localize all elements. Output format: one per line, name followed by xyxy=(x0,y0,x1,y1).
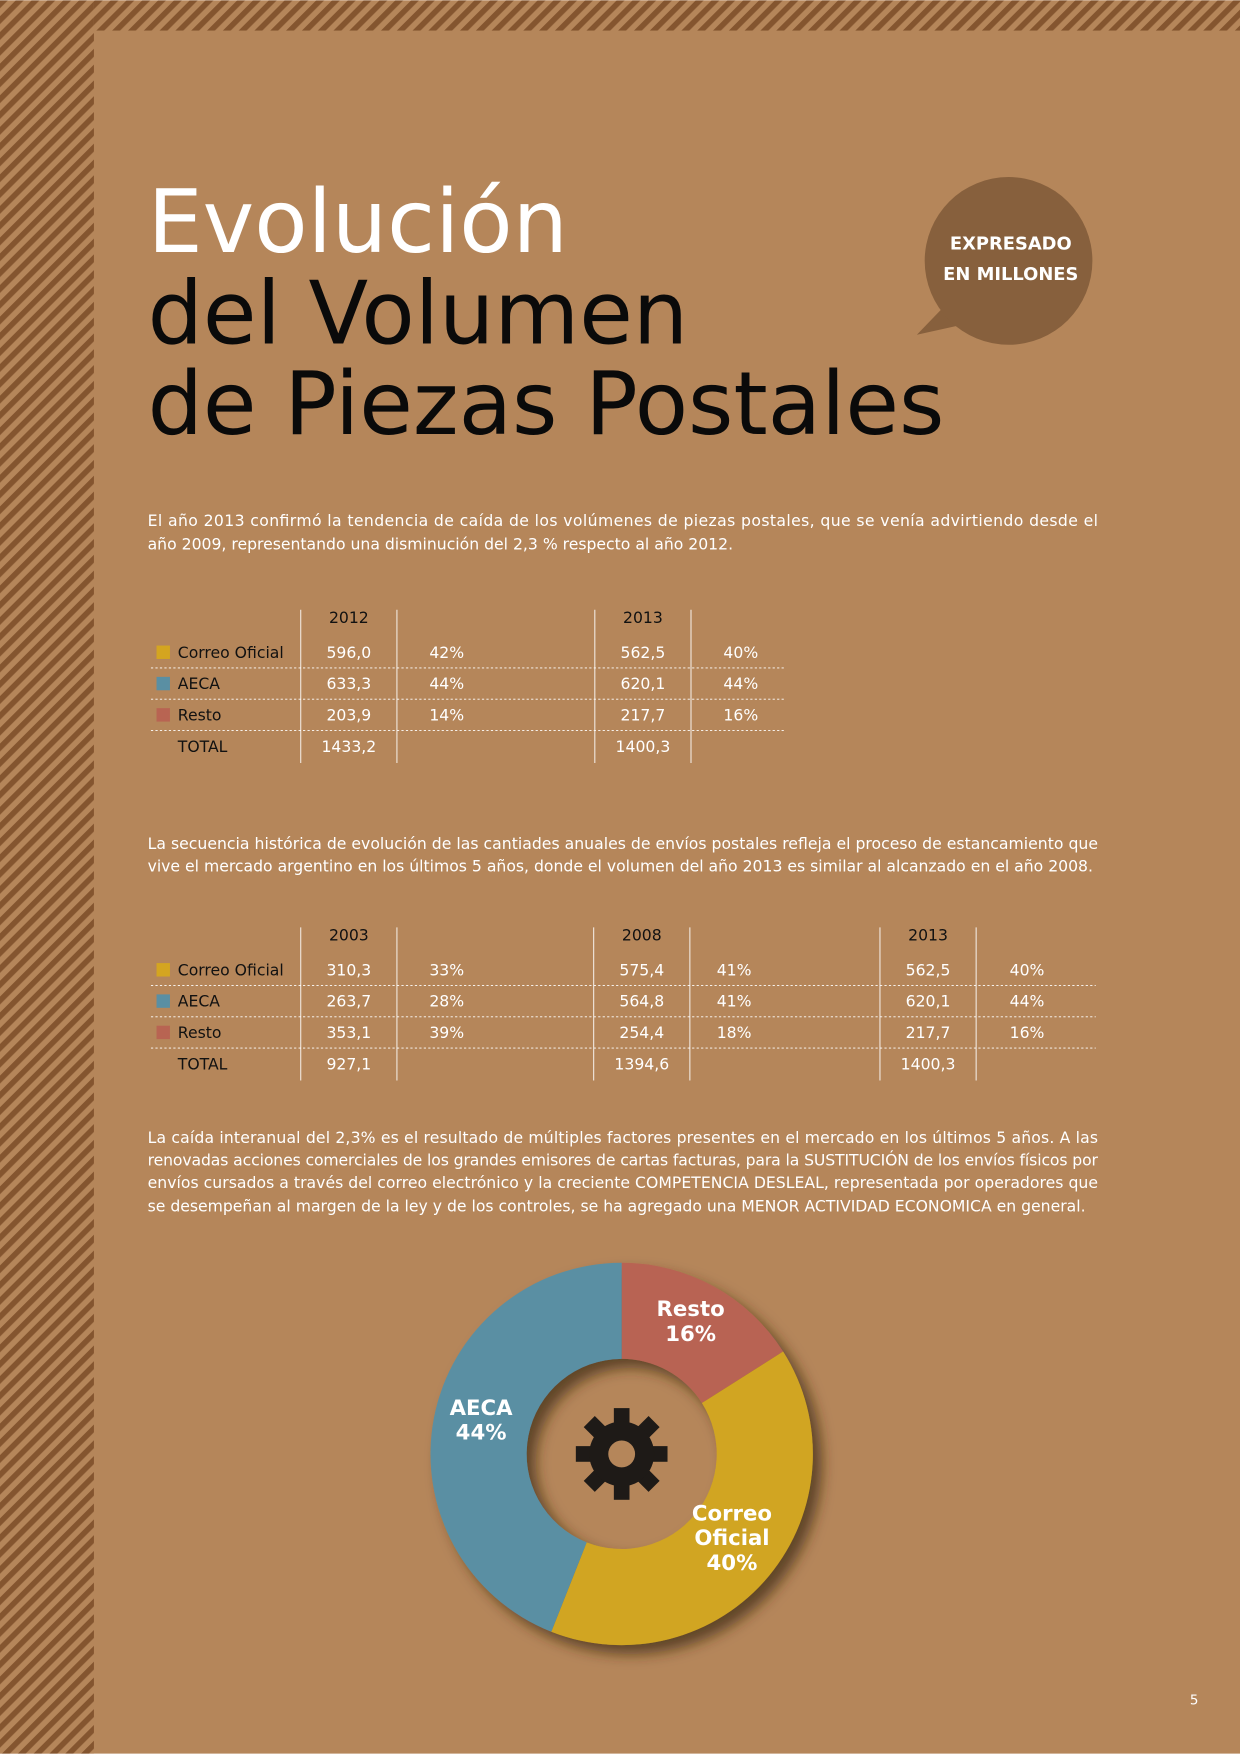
paragraph-line: se desempeñan al margen de la ley y de l… xyxy=(148,1196,1086,1215)
percent-cell: 18% xyxy=(717,1023,752,1042)
slice-value-label: 16% xyxy=(665,1322,716,1347)
donut-slice xyxy=(621,1262,784,1404)
slice-value-label: 44% xyxy=(456,1420,507,1445)
label-word: Oficial xyxy=(694,1526,769,1551)
gear-tooth xyxy=(649,1446,668,1462)
badge-text: EN MILLONES xyxy=(943,264,1078,285)
percent-cell: 16% xyxy=(1010,1023,1045,1042)
value-cell: 596,0 xyxy=(326,643,371,662)
title-line: Evolución xyxy=(148,171,568,273)
percent-cell: 28% xyxy=(429,992,464,1011)
paragraph-line: vive el mercado argentino en los últimos… xyxy=(148,856,1093,875)
total-label: TOTAL xyxy=(177,1054,228,1073)
legend-swatch xyxy=(156,708,170,722)
legend-swatch xyxy=(156,676,170,691)
row-label: Resto xyxy=(178,705,222,724)
value-cell: 562,5 xyxy=(906,960,951,979)
value-cell: 633,3 xyxy=(326,674,371,693)
percent-cell: 40% xyxy=(1010,960,1045,979)
title-line: de Piezas Postales xyxy=(148,353,945,455)
legend-swatch xyxy=(156,963,170,977)
legend-swatch xyxy=(156,645,170,659)
gear-tooth xyxy=(613,1481,630,1500)
percent-cell: 44% xyxy=(1010,992,1045,1011)
row-label: Correo Oficial xyxy=(178,960,284,979)
percent-cell: 39% xyxy=(429,1023,464,1042)
slice-label: AECA xyxy=(450,1396,514,1421)
percent-cell: 44% xyxy=(723,674,758,693)
percent-cell: 41% xyxy=(717,992,752,1011)
percent-cell: 16% xyxy=(723,705,758,724)
percent-cell: 33% xyxy=(429,960,464,979)
gear-tooth xyxy=(575,1446,594,1462)
badge-text: EXPRESADO xyxy=(950,234,1072,255)
value-cell: 564,8 xyxy=(619,992,664,1011)
row-label: AECA xyxy=(178,674,221,693)
slice-value-label: 40% xyxy=(707,1551,758,1576)
paragraph-line: La secuencia histórica de evolución de l… xyxy=(148,834,1098,853)
value-cell: 575,4 xyxy=(619,960,664,979)
value-cell: 620,1 xyxy=(621,674,666,693)
label-word: Correo xyxy=(692,1502,772,1527)
title-line: del Volumen xyxy=(148,263,689,365)
percent-cell: 44% xyxy=(429,674,464,693)
total-cell: 1400,3 xyxy=(616,737,671,756)
percent-cell: 14% xyxy=(429,705,464,724)
value-cell: 310,3 xyxy=(326,960,371,979)
slice-label: Correo Oficial xyxy=(692,1502,772,1552)
paragraph-line: envíos cursados a través del correo elec… xyxy=(148,1173,1098,1192)
slice-label: Resto xyxy=(657,1297,725,1322)
total-cell: 1400,3 xyxy=(901,1054,956,1073)
total-cell: 1433,2 xyxy=(321,737,376,756)
value-cell: 217,7 xyxy=(621,705,666,724)
donut-slice xyxy=(430,1262,622,1632)
side-stripe xyxy=(0,0,94,1754)
paragraph-line: renovadas acciones comerciales de los gr… xyxy=(148,1150,1099,1169)
legend-swatch xyxy=(156,994,170,1008)
gear-tooth xyxy=(613,1408,630,1426)
value-cell: 263,7 xyxy=(326,992,371,1011)
total-cell: 1394,6 xyxy=(614,1054,669,1073)
value-cell: 562,5 xyxy=(621,643,666,662)
row-label: AECA xyxy=(178,992,221,1011)
badge: EXPRESADO EN MILLONES xyxy=(916,177,1093,345)
year-header: 2003 xyxy=(329,926,369,945)
gear-hole xyxy=(608,1440,636,1468)
value-cell: 353,1 xyxy=(326,1023,371,1042)
percent-cell: 42% xyxy=(429,643,464,662)
row-label: Resto xyxy=(178,1023,222,1042)
paragraph-line: La caída interanual del 2,3% es el resul… xyxy=(148,1128,1098,1147)
year-header: 2008 xyxy=(622,926,662,945)
percent-cell: 40% xyxy=(723,643,758,662)
value-cell: 217,7 xyxy=(906,1023,951,1042)
total-label: TOTAL xyxy=(177,737,228,756)
percent-cell: 41% xyxy=(717,960,752,979)
gear-icon xyxy=(575,1408,668,1500)
year-header: 2013 xyxy=(908,926,948,945)
top-stripe xyxy=(93,0,1240,31)
donut-slice xyxy=(551,1351,813,1646)
year-header: 2013 xyxy=(623,608,663,627)
legend-swatch xyxy=(156,1025,170,1040)
total-cell: 927,1 xyxy=(326,1054,371,1073)
row-label: Correo Oficial xyxy=(178,643,284,662)
paragraph-line: El año 2013 confirmó la tendencia de caí… xyxy=(148,511,1098,530)
year-header: 2012 xyxy=(329,608,369,627)
page-number: 5 xyxy=(1190,1693,1199,1708)
value-cell: 254,4 xyxy=(619,1023,664,1042)
paragraph-line: año 2009, representando una disminución … xyxy=(148,534,733,553)
donut xyxy=(430,1262,813,1646)
value-cell: 203,9 xyxy=(326,705,371,724)
value-cell: 620,1 xyxy=(906,992,951,1011)
